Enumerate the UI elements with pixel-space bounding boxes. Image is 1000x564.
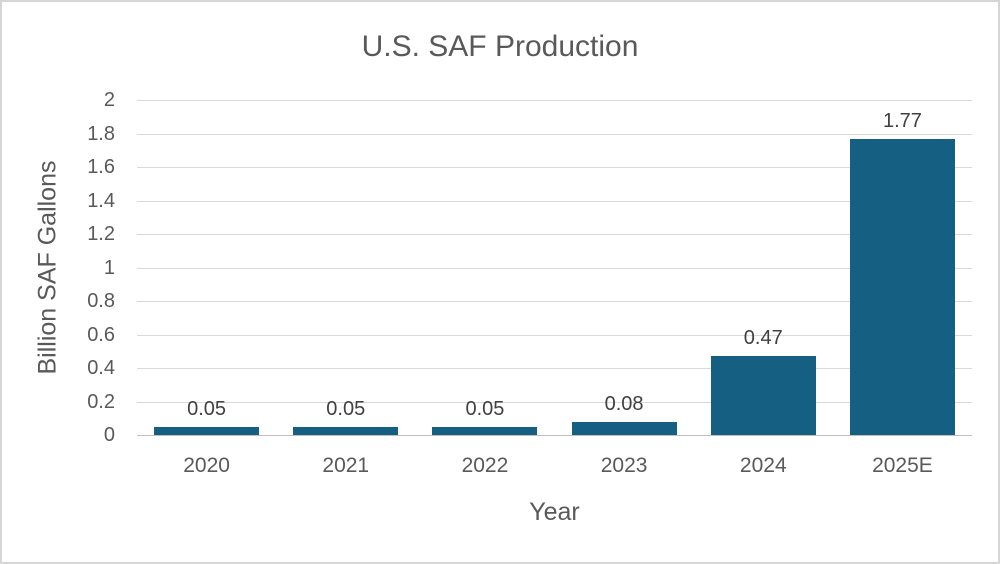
x-axis-line xyxy=(137,435,972,436)
x-tick-label-2021: 2021 xyxy=(322,454,370,477)
y-tick-label: 0.6 xyxy=(87,323,115,346)
bar-slot-2021: 0.05 xyxy=(276,100,415,435)
x-tick-label-2020: 2020 xyxy=(183,454,230,477)
y-tick-label: 0 xyxy=(103,424,115,446)
bar-2023: 0.08 xyxy=(571,393,677,435)
x-tick-label-2025e: 2025E xyxy=(872,454,933,477)
bar-series: 0.05 0.05 0.05 0.08 0.47 1.77 xyxy=(137,100,972,435)
data-label-2020: 0.05 xyxy=(187,397,227,420)
gridline xyxy=(137,334,972,336)
data-label-2025e: 1.77 xyxy=(882,109,922,132)
gridline xyxy=(137,267,972,269)
data-label-2021: 0.05 xyxy=(326,397,366,420)
y-tick-label: 1.8 xyxy=(87,122,115,145)
chart-title: U.S. SAF Production xyxy=(361,30,639,63)
gridline xyxy=(137,401,972,403)
y-tick-label: 1.6 xyxy=(87,156,115,178)
bar-2021: 0.05 xyxy=(293,398,399,435)
bar-slot-2023: 0.08 xyxy=(555,100,694,435)
x-tick-label-2024: 2024 xyxy=(739,454,787,477)
y-tick-label: 1.2 xyxy=(87,223,115,245)
y-tick-label: 1.4 xyxy=(87,189,115,212)
bar-2022: 0.05 xyxy=(432,398,538,435)
gridline xyxy=(137,133,972,135)
data-label-2022: 0.05 xyxy=(465,397,505,420)
gridline xyxy=(137,167,972,168)
bar-slot-2020: 0.05 xyxy=(137,100,276,435)
y-tick-label: 2 xyxy=(103,89,115,111)
bar-2024: 0.47 xyxy=(710,327,816,435)
bar-2025e: 1.77 xyxy=(849,110,955,435)
gridline xyxy=(137,100,972,101)
data-label-2023: 0.08 xyxy=(604,392,644,415)
x-tick-label-2022: 2022 xyxy=(461,454,509,477)
data-label-2024: 0.47 xyxy=(743,327,783,350)
x-tick-label-2023: 2023 xyxy=(600,454,648,477)
x-axis-title: Year xyxy=(529,498,580,526)
bar-slot-2025e: 1.77 xyxy=(833,100,972,435)
gridline xyxy=(137,234,972,235)
y-tick-label: 1 xyxy=(103,256,115,279)
y-tick-label: 0.8 xyxy=(87,290,115,312)
plot-area: 0.05 0.05 0.05 0.08 0.47 1.77 xyxy=(137,100,972,436)
y-axis-tick-labels: 2 1.8 1.6 1.4 1.2 1 0.8 0.6 0.4 0.2 0 xyxy=(35,89,115,446)
y-tick-label: 0.2 xyxy=(87,390,115,413)
bar-slot-2022: 0.05 xyxy=(415,100,554,435)
bar-2020: 0.05 xyxy=(154,398,260,435)
bar-slot-2024: 0.47 xyxy=(694,100,833,435)
gridline xyxy=(137,200,972,202)
gridline xyxy=(137,368,972,369)
y-tick-label: 0.4 xyxy=(87,357,115,379)
x-axis-tick-labels: 2020 2021 2022 2023 2024 2025E xyxy=(137,438,972,478)
gridline xyxy=(137,301,972,302)
